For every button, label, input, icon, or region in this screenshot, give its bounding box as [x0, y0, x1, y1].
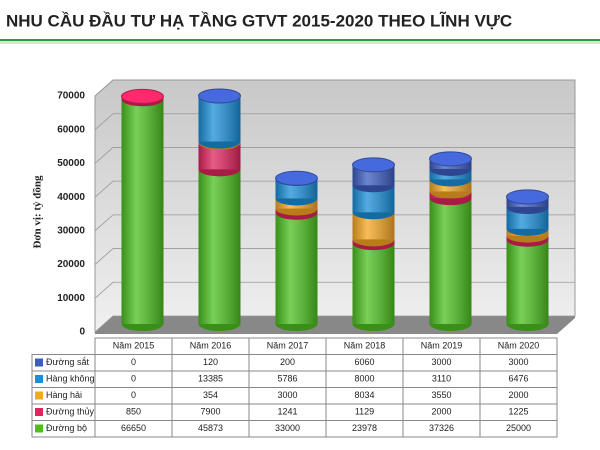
y-axis-label: Đơn vị: tỷ đồng: [32, 175, 44, 249]
table-value: 66650: [121, 423, 146, 433]
segment-shade: [121, 99, 164, 325]
table-value: 6476: [508, 374, 528, 384]
cylinder-top: [429, 151, 472, 167]
segment-shade: [198, 96, 241, 142]
cylinder-segment: [275, 212, 318, 331]
grid-line: [94, 113, 575, 131]
cylinder-top: [506, 189, 549, 205]
table-value: 2000: [431, 407, 451, 417]
y-tick-label: 70000: [57, 91, 85, 102]
table-value: 13385: [198, 374, 223, 384]
legend-swatch: [35, 358, 43, 367]
table-value: 3550: [431, 390, 451, 400]
segment-shade: [429, 198, 472, 324]
table-value: 0: [131, 390, 136, 400]
segment-shade: [198, 169, 241, 324]
grid-line: [94, 315, 575, 333]
cylinder-segment: [121, 99, 164, 331]
category-label: Năm 2015: [113, 341, 155, 351]
table-value: 37326: [429, 423, 454, 433]
table-value: 0: [131, 374, 136, 384]
legend-label: Đường sắt: [46, 357, 89, 367]
category-label: Năm 2017: [267, 341, 309, 351]
back-wall: [94, 79, 576, 333]
table-value: 23978: [352, 423, 377, 433]
legend-label: Đường thủy: [46, 407, 94, 417]
legend-swatch: [35, 391, 43, 400]
table-value: 3000: [277, 390, 297, 400]
table-value: 3110: [432, 374, 451, 384]
table-value: 3000: [431, 357, 451, 367]
y-tick-label: 40000: [57, 192, 85, 203]
data-table: Năm 2015 Năm 2016 Năm 2017 Năm 2018 Năm 2019…: [31, 337, 558, 438]
category-label: Năm 2019: [421, 341, 463, 351]
y-tick-label: 10000: [57, 293, 85, 304]
segment-shade: [275, 212, 318, 324]
cylinder-segment: [198, 96, 241, 149]
cylinder-segment: [506, 239, 549, 331]
legend-label: Hàng không: [46, 374, 95, 384]
segment-shade: [352, 243, 395, 324]
title-rule-shadow: [0, 41, 600, 44]
cylinder-top: [352, 157, 395, 173]
legend-swatch: [35, 375, 43, 383]
category-label: Năm 2020: [498, 341, 540, 351]
y-tick-label: 30000: [57, 225, 85, 236]
legend-label: Hàng hải: [46, 390, 82, 400]
category-label: Năm 2018: [344, 341, 386, 351]
table-value: 120: [203, 357, 218, 367]
y-tick-label: 50000: [57, 158, 85, 169]
cylinder-top: [275, 170, 318, 186]
bars: [121, 88, 549, 331]
cylinder-segment: [198, 169, 241, 331]
segment-shade: [506, 239, 549, 324]
category-label: Năm 2016: [190, 341, 232, 351]
grid-line: [94, 248, 575, 265]
y-tick-label: 0: [79, 327, 85, 338]
table-value: 33000: [275, 423, 300, 433]
table-value: 25000: [506, 423, 531, 433]
cylinder-top: [121, 88, 164, 104]
table-value: 6060: [354, 357, 374, 367]
table-value: 3000: [508, 357, 528, 367]
table-value: 354: [203, 390, 218, 400]
grid-line: [94, 79, 575, 97]
grid-line: [94, 147, 575, 164]
table-value: 2000: [508, 390, 528, 400]
y-tick-label: 60000: [57, 124, 85, 135]
grid: 0 10000 20000 30000 40000 50000 60000 70000: [57, 79, 575, 338]
grid-line: [94, 281, 575, 299]
table-value: 1225: [508, 407, 528, 417]
grid-line: [94, 180, 575, 198]
grid-line: [94, 214, 575, 232]
table-value: 200: [280, 357, 295, 367]
table-value: 8000: [354, 374, 374, 384]
table-value: 7900: [200, 407, 220, 417]
table-value: 1129: [355, 407, 374, 417]
cylinder-top: [198, 88, 241, 104]
floor: [95, 316, 575, 334]
table-value: 8034: [354, 390, 374, 400]
cylinder-segment: [352, 243, 395, 331]
table-value: 45873: [198, 423, 223, 433]
table-value: 850: [126, 407, 141, 417]
legend-swatch: [35, 408, 43, 416]
cylinder-segment: [429, 198, 472, 331]
table-value: 5786: [277, 374, 297, 384]
chart-title: NHU CẦU ĐẦU TƯ HẠ TẦNG GTVT 2015-2020 TH…: [6, 10, 512, 30]
table-value: 0: [131, 357, 136, 367]
legend-label: Đường bộ: [46, 423, 87, 433]
legend-swatch: [35, 424, 43, 433]
y-tick-label: 20000: [57, 259, 85, 270]
table-value: 1241: [277, 407, 297, 417]
table-row: [31, 420, 558, 438]
